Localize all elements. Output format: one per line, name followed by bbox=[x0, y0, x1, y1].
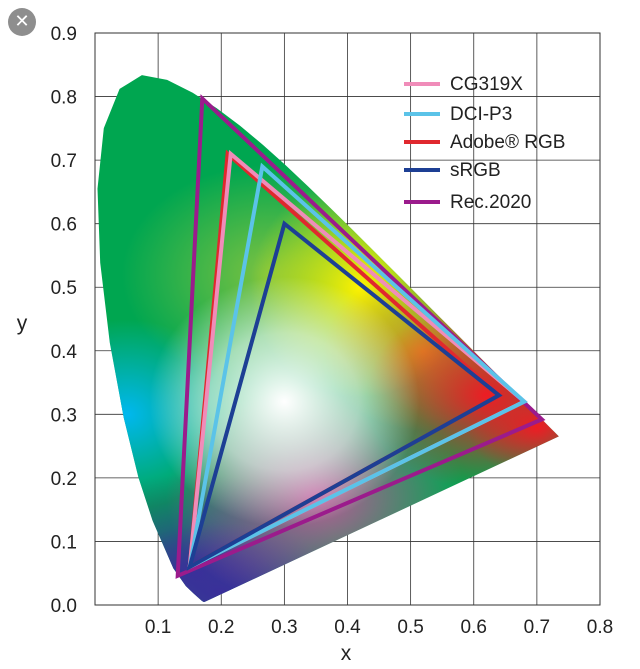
legend-label: CG319X bbox=[450, 74, 523, 95]
tick-labels: 0.1 0.2 0.3 0.4 0.5 0.6 0.7 0.8 0.0 0.1 0.2 0.3 0.4 0… bbox=[51, 24, 614, 638]
y-tick-label: 0.1 bbox=[51, 532, 77, 553]
y-tick-label: 0.9 bbox=[51, 24, 77, 45]
legend: CG319X DCI-P3 Adobe® RGB sRGB Rec.2020 bbox=[404, 74, 565, 213]
x-tick-label: 0.6 bbox=[461, 617, 487, 638]
gamut-rec-2020 bbox=[175, 94, 546, 579]
y-tick-label: 0.2 bbox=[51, 469, 77, 490]
y-tick-label: 0.3 bbox=[51, 405, 77, 426]
gamut-triangles bbox=[175, 94, 546, 579]
legend-label: Adobe® RGB bbox=[450, 132, 565, 153]
y-tick-label: 0.4 bbox=[51, 342, 78, 363]
gamut-srgb bbox=[186, 220, 503, 571]
x-axis-label: x bbox=[341, 642, 352, 665]
y-tick-label: 0.6 bbox=[51, 215, 77, 236]
y-tick-label: 0.0 bbox=[51, 596, 77, 617]
color-blend bbox=[466, 377, 559, 478]
y-tick-label: 0.5 bbox=[51, 278, 77, 299]
y-tick-label: 0.7 bbox=[51, 151, 77, 172]
x-tick-label: 0.4 bbox=[334, 617, 361, 638]
y-axis-label: y bbox=[17, 312, 28, 335]
y-tick-label: 0.8 bbox=[51, 88, 77, 109]
x-tick-label: 0.2 bbox=[208, 617, 234, 638]
legend-label: DCI-P3 bbox=[450, 104, 512, 125]
x-tick-label: 0.5 bbox=[397, 617, 423, 638]
gamut-dci-p3 bbox=[187, 162, 528, 571]
x-tick-label: 0.1 bbox=[145, 617, 171, 638]
x-tick-label: 0.3 bbox=[271, 617, 297, 638]
legend-label: Rec.2020 bbox=[450, 192, 531, 213]
x-tick-label: 0.7 bbox=[524, 617, 550, 638]
legend-label: sRGB bbox=[450, 160, 501, 181]
x-tick-label: 0.8 bbox=[587, 617, 613, 638]
close-icon[interactable]: ✕ bbox=[8, 8, 36, 36]
